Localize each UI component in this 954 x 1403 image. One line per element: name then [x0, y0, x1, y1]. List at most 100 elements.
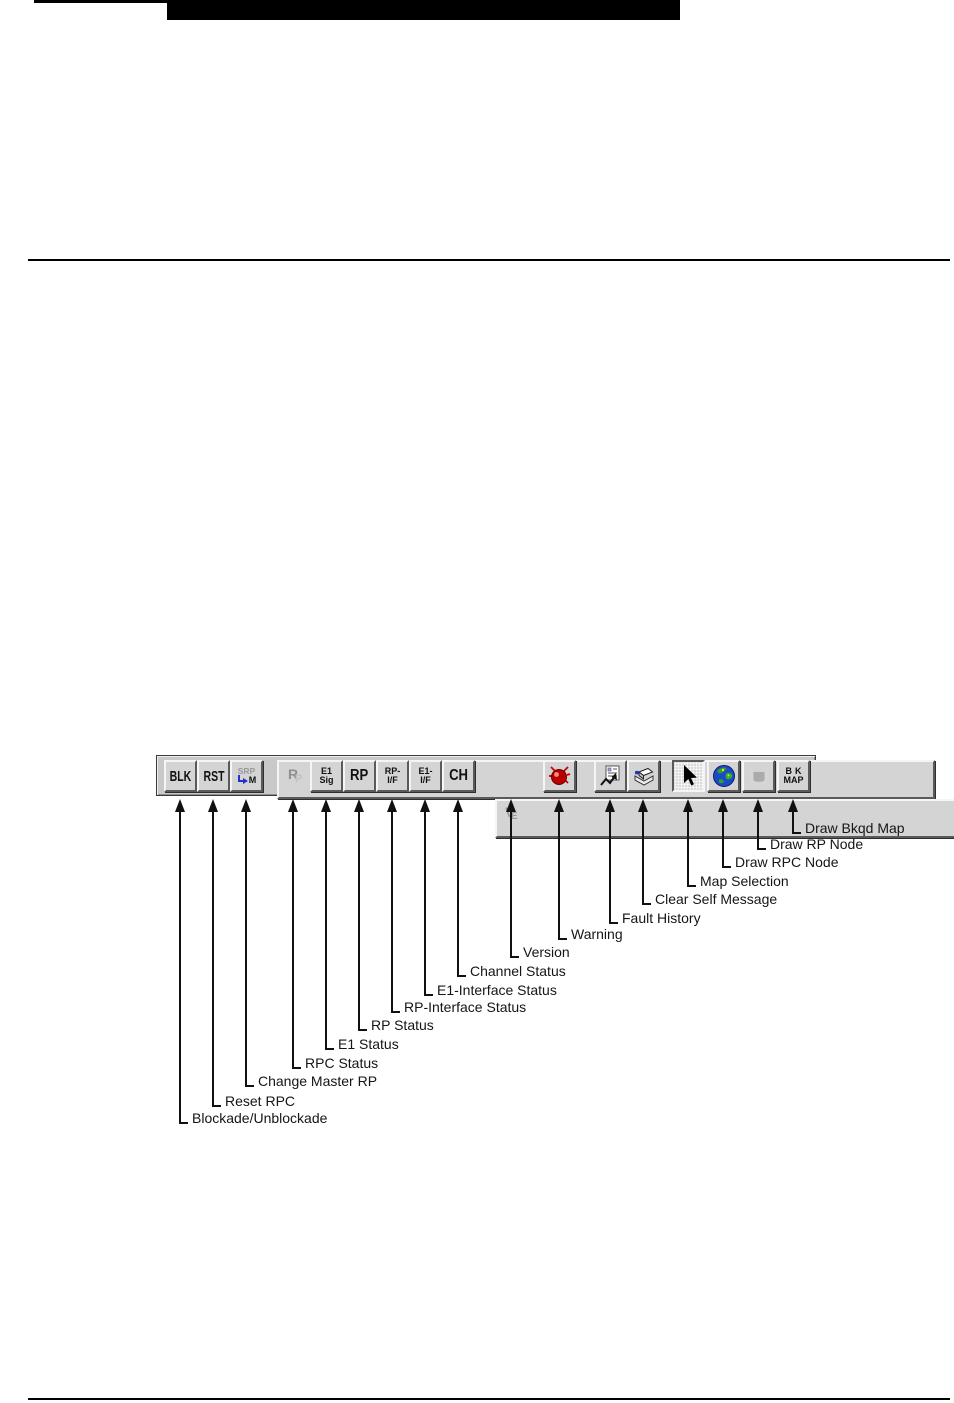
button-label: RP [350, 767, 369, 784]
node-shape-icon [744, 762, 773, 790]
callout-connector [642, 811, 651, 905]
button-label: SRP [237, 765, 256, 776]
change-master-rp-button[interactable]: SRP M [230, 760, 263, 792]
callout-connector [757, 811, 766, 850]
reset-rpc-button[interactable]: RST [197, 760, 230, 792]
callout-label-fault-history: Fault History [622, 910, 701, 926]
fault-history-button[interactable] [594, 760, 627, 792]
button-label-row: M [237, 774, 257, 786]
button-label: RST [203, 767, 224, 785]
callout-label-clear-self-message: Clear Self Message [655, 891, 778, 907]
callout-arrowhead-icon [718, 799, 728, 812]
callout-connector [325, 811, 334, 1050]
footer-rule [28, 1398, 950, 1400]
callout-label-e1-status: E1 Status [338, 1036, 399, 1052]
button-label: Sig [319, 775, 334, 785]
callout-arrowhead-icon [354, 799, 364, 812]
draw-rpc-node-button[interactable] [707, 760, 740, 792]
callout-arrowhead-icon [387, 799, 397, 812]
draw-bkgd-map-button[interactable]: BK MAP [777, 760, 810, 792]
rp-interface-status-button[interactable]: RP- I/F [376, 760, 409, 792]
callout-label-warning: Warning [571, 926, 623, 942]
callout-label-blockade-unblockade: Blockade/Unblockade [192, 1110, 328, 1126]
callout-connector [687, 811, 696, 887]
redacted-header-bar [167, 3, 680, 20]
callout-connector [424, 811, 433, 996]
e1-interface-status-button[interactable]: E1- I/F [409, 760, 442, 792]
button-label: BLK [169, 767, 192, 785]
callout-connector [245, 811, 254, 1087]
callout-connector [722, 811, 731, 868]
callout-arrowhead-icon [175, 799, 185, 812]
callout-arrowhead-icon [638, 799, 648, 812]
rp-status-button[interactable]: RP [343, 760, 376, 792]
warning-button[interactable] [543, 760, 576, 792]
map-selection-button[interactable] [672, 760, 705, 792]
callout-arrowhead-icon [605, 799, 615, 812]
alarm-ball-icon [545, 762, 574, 790]
button-label: M [248, 775, 257, 785]
callout-connector [792, 811, 801, 834]
callout-arrowhead-icon [288, 799, 298, 812]
arrow-cursor-icon [674, 762, 703, 790]
button-label: BK [785, 766, 805, 776]
callout-arrowhead-icon [453, 799, 463, 812]
clear-self-message-button[interactable] [627, 760, 660, 792]
draw-rp-node-button[interactable] [742, 760, 775, 792]
button-label: I/F [420, 775, 431, 785]
button-label: E1- [418, 766, 433, 776]
message-eraser-icon [629, 762, 658, 790]
top-rule [34, 0, 680, 3]
button-label: CH [449, 767, 468, 784]
button-label: MAP [783, 775, 804, 785]
blockade-unblockade-button[interactable]: BLK [164, 760, 197, 792]
callout-connector [212, 811, 221, 1107]
callout-label-channel-status: Channel Status [470, 963, 566, 979]
callout-label-draw-rp-node: Draw RP Node [770, 836, 864, 852]
callout-label-reset-rpc: Reset RPC [225, 1093, 296, 1109]
callout-label-e1-interface-status: E1-Interface Status [437, 982, 557, 998]
button-glyph: E [511, 811, 518, 822]
channel-status-button[interactable]: CH [442, 760, 475, 792]
callout-connector [558, 811, 567, 940]
fault-list-icon [596, 762, 625, 790]
callout-arrowhead-icon [241, 799, 251, 812]
callout-connector [391, 811, 400, 1013]
callout-label-version: Version [523, 944, 570, 960]
button-label: RP- [384, 766, 401, 776]
button-glyph: R [288, 766, 299, 782]
callout-label-rp-status: RP Status [371, 1017, 434, 1033]
callout-arrowhead-icon [554, 799, 564, 812]
callout-connector [510, 811, 519, 958]
callout-label-draw-rpc-node: Draw RPC Node [735, 854, 839, 870]
callout-connector [179, 811, 188, 1124]
callout-arrowhead-icon [788, 799, 798, 812]
callout-arrowhead-icon [683, 799, 693, 812]
callout-label-rpc-status: RPC Status [305, 1055, 379, 1071]
callout-connector [609, 811, 618, 924]
e1-status-button[interactable]: E1 Sig [310, 760, 343, 792]
button-glyph: V [505, 804, 515, 820]
callout-arrowhead-icon [321, 799, 331, 812]
globe-icon [709, 762, 738, 790]
toolbar: BLK RST SRP M R P E1 Sig RP RP- I/F E1- I/F CH V E BK MAP [156, 755, 954, 838]
button-glyph: P [295, 773, 303, 785]
blue-elbow-arrow-icon [237, 772, 248, 790]
callout-arrowhead-icon [753, 799, 763, 812]
callout-label-rp-interface-status: RP-Interface Status [404, 999, 527, 1015]
callout-arrowhead-icon [506, 799, 516, 812]
callout-label-draw-bkgd-map: Draw Bkqd Map [805, 820, 905, 836]
button-label: I/F [387, 775, 398, 785]
callout-label-change-master-rp: Change Master RP [258, 1073, 378, 1089]
callout-connector [457, 811, 466, 977]
header-rule [28, 259, 950, 261]
callout-connector [358, 811, 367, 1031]
callout-label-map-selection: Map Selection [700, 873, 789, 889]
button-label: E1 [320, 766, 332, 776]
callout-connector [292, 811, 301, 1069]
callout-arrowhead-icon [208, 799, 218, 812]
callout-arrowhead-icon [420, 799, 430, 812]
